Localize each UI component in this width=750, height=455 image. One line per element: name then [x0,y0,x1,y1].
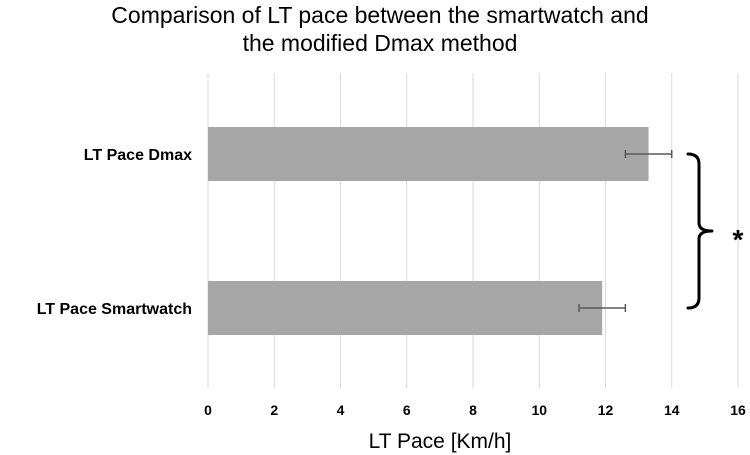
x-tick-label: 12 [598,402,614,418]
x-tick-label: 8 [469,402,477,418]
category-label: LT Pace Dmax [84,147,192,164]
x-tick-label: 14 [664,402,680,418]
significance-annotation: * [686,152,744,310]
bar [208,127,649,181]
bars [208,127,649,335]
error-bars [578,150,673,312]
category-label: LT Pace Smartwatch [37,301,192,318]
category-labels: LT Pace Dmax LT Pace Smartwatch [37,147,192,318]
x-tick-label: 0 [204,402,212,418]
bar [208,281,603,335]
x-tick-label: 6 [403,402,411,418]
x-tick-label: 2 [270,402,278,418]
x-axis-title: LT Pace [Km/h] [369,430,512,453]
x-tick-label: 16 [730,402,746,418]
chart-title-line-1: Comparison of LT pace between the smartw… [111,2,648,28]
x-tick-label: 10 [531,402,547,418]
gridlines [207,73,739,388]
x-tick-label: 4 [337,402,345,418]
significance-star: * [733,224,744,255]
significance-bracket [686,152,714,310]
chart-title: Comparison of LT pace between the smartw… [111,2,648,56]
chart-title-line-2: the modified Dmax method [243,30,518,56]
x-tick-labels: 0 2 4 6 8 10 12 14 16 [204,402,746,418]
